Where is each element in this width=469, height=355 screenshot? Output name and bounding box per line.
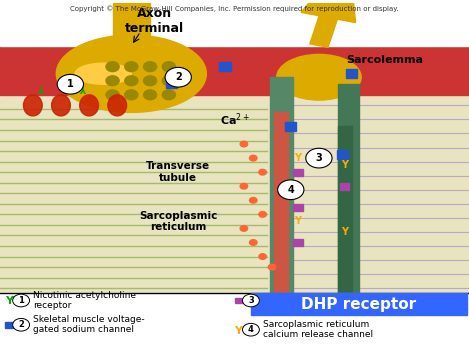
Bar bbox=[274, 113, 288, 306]
Text: Sarcoplasmic reticulum
calcium release channel: Sarcoplasmic reticulum calcium release c… bbox=[263, 320, 373, 339]
Text: Sarcoplasmic
reticulum: Sarcoplasmic reticulum bbox=[139, 211, 218, 232]
Text: 1: 1 bbox=[67, 79, 74, 89]
Text: Skeletal muscle voltage-
gated sodium channel: Skeletal muscle voltage- gated sodium ch… bbox=[33, 315, 144, 334]
Bar bbox=[338, 126, 352, 302]
Circle shape bbox=[250, 240, 257, 245]
Ellipse shape bbox=[277, 54, 361, 100]
Text: Copyright © The McGraw-Hill Companies, Inc. Permission required for reproduction: Copyright © The McGraw-Hill Companies, I… bbox=[70, 5, 399, 12]
Text: 3: 3 bbox=[248, 296, 254, 305]
Circle shape bbox=[144, 62, 157, 72]
Text: 1: 1 bbox=[18, 296, 24, 305]
FancyArrow shape bbox=[301, 0, 356, 47]
Circle shape bbox=[162, 76, 175, 86]
Circle shape bbox=[106, 76, 119, 86]
Bar bbox=[293, 204, 303, 211]
Text: Y: Y bbox=[341, 160, 348, 170]
Text: Transverse
tubule: Transverse tubule bbox=[146, 162, 210, 183]
Circle shape bbox=[250, 197, 257, 203]
Bar bbox=[0, 294, 469, 355]
Circle shape bbox=[240, 226, 248, 231]
Bar bbox=[285, 122, 296, 131]
FancyBboxPatch shape bbox=[251, 294, 467, 315]
Ellipse shape bbox=[52, 95, 70, 116]
Circle shape bbox=[125, 76, 138, 86]
Bar bbox=[113, 4, 150, 45]
Ellipse shape bbox=[75, 63, 131, 84]
Bar bbox=[219, 62, 231, 71]
Text: Y: Y bbox=[234, 326, 242, 336]
Text: Ca$^{2+}$: Ca$^{2+}$ bbox=[219, 111, 250, 128]
Bar bbox=[0, 45, 469, 95]
Circle shape bbox=[250, 155, 257, 161]
Text: Nicotinic acetylcholine
receptor: Nicotinic acetylcholine receptor bbox=[33, 291, 136, 310]
Bar bbox=[338, 84, 359, 302]
Circle shape bbox=[125, 62, 138, 72]
Text: 3: 3 bbox=[316, 153, 322, 163]
Circle shape bbox=[240, 141, 248, 147]
Circle shape bbox=[162, 90, 175, 100]
Circle shape bbox=[259, 169, 266, 175]
Bar bbox=[0, 60, 469, 313]
Circle shape bbox=[144, 90, 157, 100]
Circle shape bbox=[106, 90, 119, 100]
Circle shape bbox=[125, 90, 138, 100]
Circle shape bbox=[242, 294, 259, 307]
Bar bbox=[234, 298, 242, 303]
Text: 2: 2 bbox=[18, 320, 24, 329]
Bar bbox=[0, 4, 469, 45]
Circle shape bbox=[162, 62, 175, 72]
Text: 4: 4 bbox=[287, 185, 294, 195]
Bar bbox=[293, 169, 303, 176]
Circle shape bbox=[165, 67, 191, 87]
Text: Axon
terminal: Axon terminal bbox=[125, 7, 184, 35]
Circle shape bbox=[13, 318, 30, 331]
Ellipse shape bbox=[80, 95, 98, 116]
Circle shape bbox=[259, 254, 266, 260]
Ellipse shape bbox=[23, 95, 42, 116]
Text: Y: Y bbox=[295, 153, 301, 163]
Circle shape bbox=[306, 148, 332, 168]
Bar bbox=[340, 183, 349, 190]
Circle shape bbox=[268, 264, 276, 270]
Circle shape bbox=[259, 212, 266, 217]
Text: 4: 4 bbox=[248, 325, 254, 334]
Text: Y: Y bbox=[39, 83, 45, 92]
Circle shape bbox=[278, 180, 304, 200]
Text: DHP receptor: DHP receptor bbox=[301, 296, 416, 312]
Text: Y: Y bbox=[295, 217, 301, 226]
Text: Y: Y bbox=[5, 295, 13, 306]
Circle shape bbox=[240, 184, 248, 189]
Text: Y: Y bbox=[341, 227, 348, 237]
Text: Y: Y bbox=[82, 83, 87, 92]
Circle shape bbox=[13, 294, 30, 307]
Ellipse shape bbox=[108, 95, 127, 116]
Bar bbox=[270, 77, 293, 306]
Bar bbox=[293, 239, 303, 246]
Circle shape bbox=[57, 75, 83, 94]
Ellipse shape bbox=[56, 35, 206, 113]
Circle shape bbox=[144, 76, 157, 86]
Bar bbox=[346, 70, 357, 78]
Circle shape bbox=[242, 323, 259, 336]
Bar bbox=[337, 151, 348, 159]
Bar bbox=[166, 80, 177, 88]
Circle shape bbox=[106, 62, 119, 72]
Text: Sarcolemma: Sarcolemma bbox=[346, 55, 423, 65]
Text: 2: 2 bbox=[175, 72, 182, 82]
Bar bbox=[5, 322, 13, 328]
